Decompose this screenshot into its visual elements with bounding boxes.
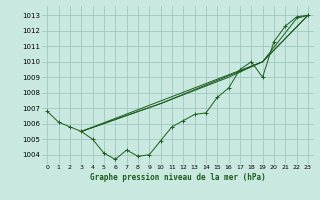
X-axis label: Graphe pression niveau de la mer (hPa): Graphe pression niveau de la mer (hPa) [90,173,266,182]
